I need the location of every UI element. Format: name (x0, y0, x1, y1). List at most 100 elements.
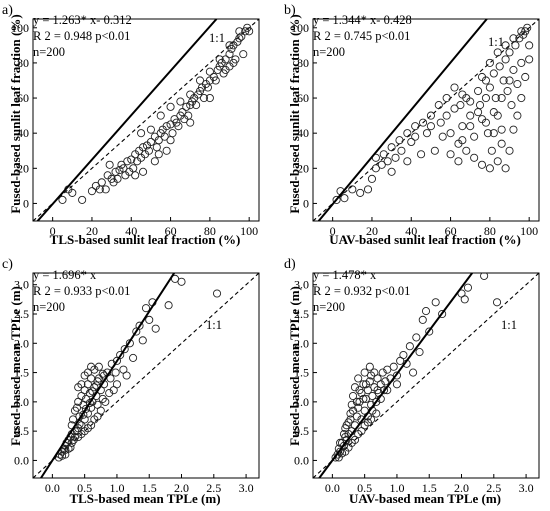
panel-a-point (203, 83, 212, 92)
panel-c-ytick-label: 0.0 (14, 453, 29, 467)
panel-b-point (509, 65, 518, 74)
panel-b-point (411, 122, 420, 131)
panel-a-xtick-label: 0 (50, 224, 56, 238)
panel-b-point (493, 157, 502, 166)
panel-d-point (372, 397, 381, 406)
panel-d-point (336, 447, 345, 456)
panel-c-ytick-label: 2.0 (14, 336, 29, 350)
panel-d-point (480, 273, 489, 280)
panel-a-point (199, 93, 209, 103)
panel-a-points (58, 23, 254, 204)
panel-b-points (332, 23, 534, 204)
panel-a-point (237, 32, 246, 41)
panel-d-ytick-label: 0.5 (294, 424, 309, 438)
panel-c-point (66, 443, 75, 452)
panel-c-point (96, 406, 105, 415)
panel-d-point (342, 421, 351, 430)
panel-c-xlabel: TLS-based mean TPLe (m) (69, 491, 220, 506)
panel-a-point (162, 122, 171, 131)
panel-d-point (363, 386, 372, 395)
panel-b-point (485, 164, 494, 173)
panel-a-point (166, 102, 175, 111)
panel-b-point (525, 41, 534, 50)
panel-c-point (145, 315, 154, 324)
panel-b-xtick-label: 40 (405, 224, 417, 238)
panel-b-point (387, 143, 396, 152)
panel-d-point (352, 397, 361, 406)
panel-b-point (511, 41, 520, 50)
panel-a-frame (32, 18, 260, 222)
panel-d-xlabel: UAV-based mean TPLe (m) (349, 491, 501, 506)
panel-b-point (403, 129, 412, 138)
panel-b-equation: y = 1.344* x- 0.428 (313, 13, 412, 27)
panel-c-point (141, 304, 151, 313)
panel-a-point (221, 55, 230, 64)
panel-b-point (450, 83, 459, 92)
panel-b-point (436, 118, 445, 127)
panel-b-point (505, 48, 514, 57)
panel-b-xtick-label: 0 (330, 224, 336, 238)
panel-d-point (346, 415, 355, 424)
panel-b-point (474, 86, 483, 96)
panel-b-ylabel: Fused-based sunlit leaf fraction (%) (287, 14, 302, 213)
panel-a-point (235, 27, 244, 36)
panel-d-point (359, 394, 368, 403)
panel-b-xtick-label: 20 (366, 224, 378, 238)
panel-c-xtick-label: 3.0 (239, 481, 254, 495)
panel-c-ytick-label: 1.5 (14, 366, 29, 380)
panel-d-r2: R 2 = 0.932 p<0.01 (313, 284, 410, 298)
panel-c-xtick-label: 1.5 (142, 481, 157, 495)
panel-b-point (462, 146, 471, 155)
panel-a-point (146, 125, 155, 134)
panel-b-point (454, 157, 463, 166)
panel-b-point (501, 41, 510, 50)
panel-b-point (521, 72, 530, 82)
panel-b-ytick-label: 0 (303, 196, 309, 210)
panel-a-one-to-one-line (33, 19, 259, 221)
panel-a-point (166, 136, 175, 145)
panel-b-point (517, 93, 526, 103)
panel-a-point (176, 97, 185, 106)
panel-b-point (450, 104, 459, 113)
panel-d-point (378, 368, 387, 377)
panel-b-ytick-label: 80 (297, 56, 309, 70)
panel-c-xtick-label: 2.5 (206, 481, 221, 495)
panel-b-point (477, 72, 487, 82)
panel-c-points (54, 274, 222, 462)
panel-d-point (399, 350, 408, 360)
panel-a-point (139, 167, 148, 176)
panel-d-point (360, 368, 369, 377)
panel-c-point (74, 383, 83, 392)
panel-c-point (85, 389, 94, 398)
panel-d-point (336, 438, 345, 447)
panel-b-point (363, 185, 373, 194)
panel-b-point (379, 150, 388, 159)
panel-b-point (509, 34, 518, 43)
panel-c-one-to-one-label: 1:1 (206, 318, 222, 332)
panel-d-point (460, 295, 469, 304)
panel-c-point (138, 336, 147, 345)
panel-b-point (442, 93, 451, 103)
panel-a-plot: 0 20 40 60 80 100 0 20 40 60 80 100 (11, 18, 260, 238)
panel-b-point (371, 164, 380, 173)
panel-a-n: n=200 (33, 45, 65, 59)
panel-b-ytick-label: 100 (291, 21, 309, 35)
panel-d-point (392, 380, 401, 389)
panel-a-point (162, 146, 171, 155)
panel-d-point (348, 391, 358, 401)
panel-a-point (156, 111, 165, 120)
panel-c-point (69, 435, 78, 444)
panel-b-point (332, 195, 341, 204)
panel-d-ytick-label: 0.0 (294, 453, 309, 467)
panel-b-point (497, 93, 506, 103)
panel-a-point (174, 122, 183, 131)
panel-d-point (379, 386, 389, 395)
panel-a-point (127, 155, 136, 164)
panel-d-one-to-one-label: 1:1 (501, 318, 517, 332)
panel-c-point (85, 398, 94, 408)
panel-a-point (133, 157, 142, 166)
panel-b-point (407, 137, 416, 147)
panel-d-point (383, 365, 392, 374)
panel-a-point (215, 55, 224, 64)
panel-a-ylabel: Fused-based sunlit leaf fraction (%) (8, 14, 23, 213)
